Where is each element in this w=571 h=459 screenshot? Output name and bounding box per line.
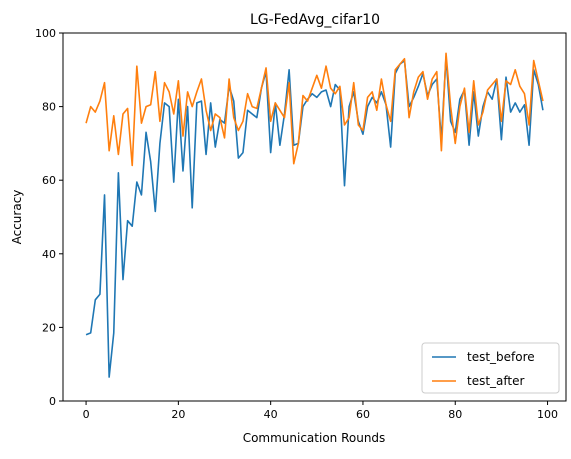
x-tick-label: 0 — [83, 408, 90, 421]
legend-box — [421, 342, 560, 394]
y-tick-label: 40 — [42, 248, 56, 261]
legend: test_before test_after — [421, 342, 560, 394]
chart-title: LG-FedAvg_cifar10 — [250, 12, 380, 28]
y-tick-label: 80 — [42, 101, 56, 114]
x-tick-label: 40 — [264, 408, 278, 421]
y-tick-label: 0 — [49, 395, 56, 408]
x-tick-label: 100 — [537, 408, 558, 421]
x-tick-label: 60 — [356, 408, 370, 421]
legend-label-test-before: test_before — [467, 350, 535, 364]
series-lines — [85, 52, 544, 378]
y-axis-label: Accuracy — [10, 190, 24, 245]
legend-label-test-after: test_after — [467, 374, 525, 388]
y-tick-label: 60 — [42, 174, 56, 187]
x-axis-label: Communication Rounds — [243, 431, 386, 445]
x-tick-label: 80 — [448, 408, 462, 421]
plot-frame — [62, 32, 567, 402]
y-axis-ticks: 0 20 40 60 80 100 — [35, 27, 63, 408]
x-tick-label: 20 — [171, 408, 185, 421]
x-axis-ticks: 0 20 40 60 80 100 — [83, 401, 558, 421]
y-tick-label: 20 — [42, 321, 56, 334]
y-tick-label: 100 — [35, 27, 56, 40]
series-line-test-after — [85, 52, 544, 167]
